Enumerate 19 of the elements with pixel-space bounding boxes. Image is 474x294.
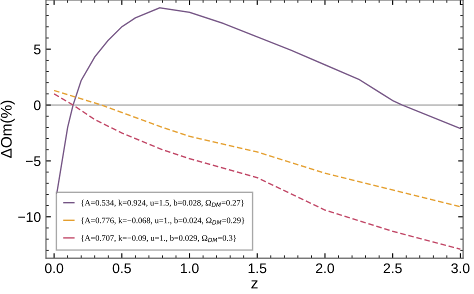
line-series (53, 93, 462, 250)
y-tick-label: 5 (34, 44, 41, 54)
line-series (56, 7, 462, 194)
x-tick-label: 3.0 (451, 263, 470, 274)
x-tick-label: 1.5 (248, 264, 266, 274)
y-tick-label: −10 (18, 212, 41, 222)
x-tick-label: 0.5 (112, 263, 131, 274)
line-series (53, 90, 462, 208)
x-tick-label: 0.0 (44, 263, 64, 274)
y-axis-title: ΔOm(%) (0, 100, 15, 158)
x-axis-title: z (251, 280, 258, 288)
x-tick-label: 1.0 (180, 263, 199, 274)
y-tick-label: −5 (26, 156, 41, 166)
x-tick-label: 2.0 (316, 263, 334, 274)
y-tick-label: 0 (34, 100, 41, 110)
legend-label: {A=0.776, k=−0.068, u=1., b=0.024, Ω$_{DM}$=0.29} (81, 217, 244, 225)
legend-label: {A=0.707, k=−0.09, u=1., b=0.029, Ω$_{DM}$=0.3} (81, 234, 236, 242)
legend-label: {A=0.534, k=0.924, u=1.5, b=0.028, Ω$_{DM}$=0.27} (81, 200, 244, 207)
x-tick-label: 2.5 (384, 263, 402, 274)
